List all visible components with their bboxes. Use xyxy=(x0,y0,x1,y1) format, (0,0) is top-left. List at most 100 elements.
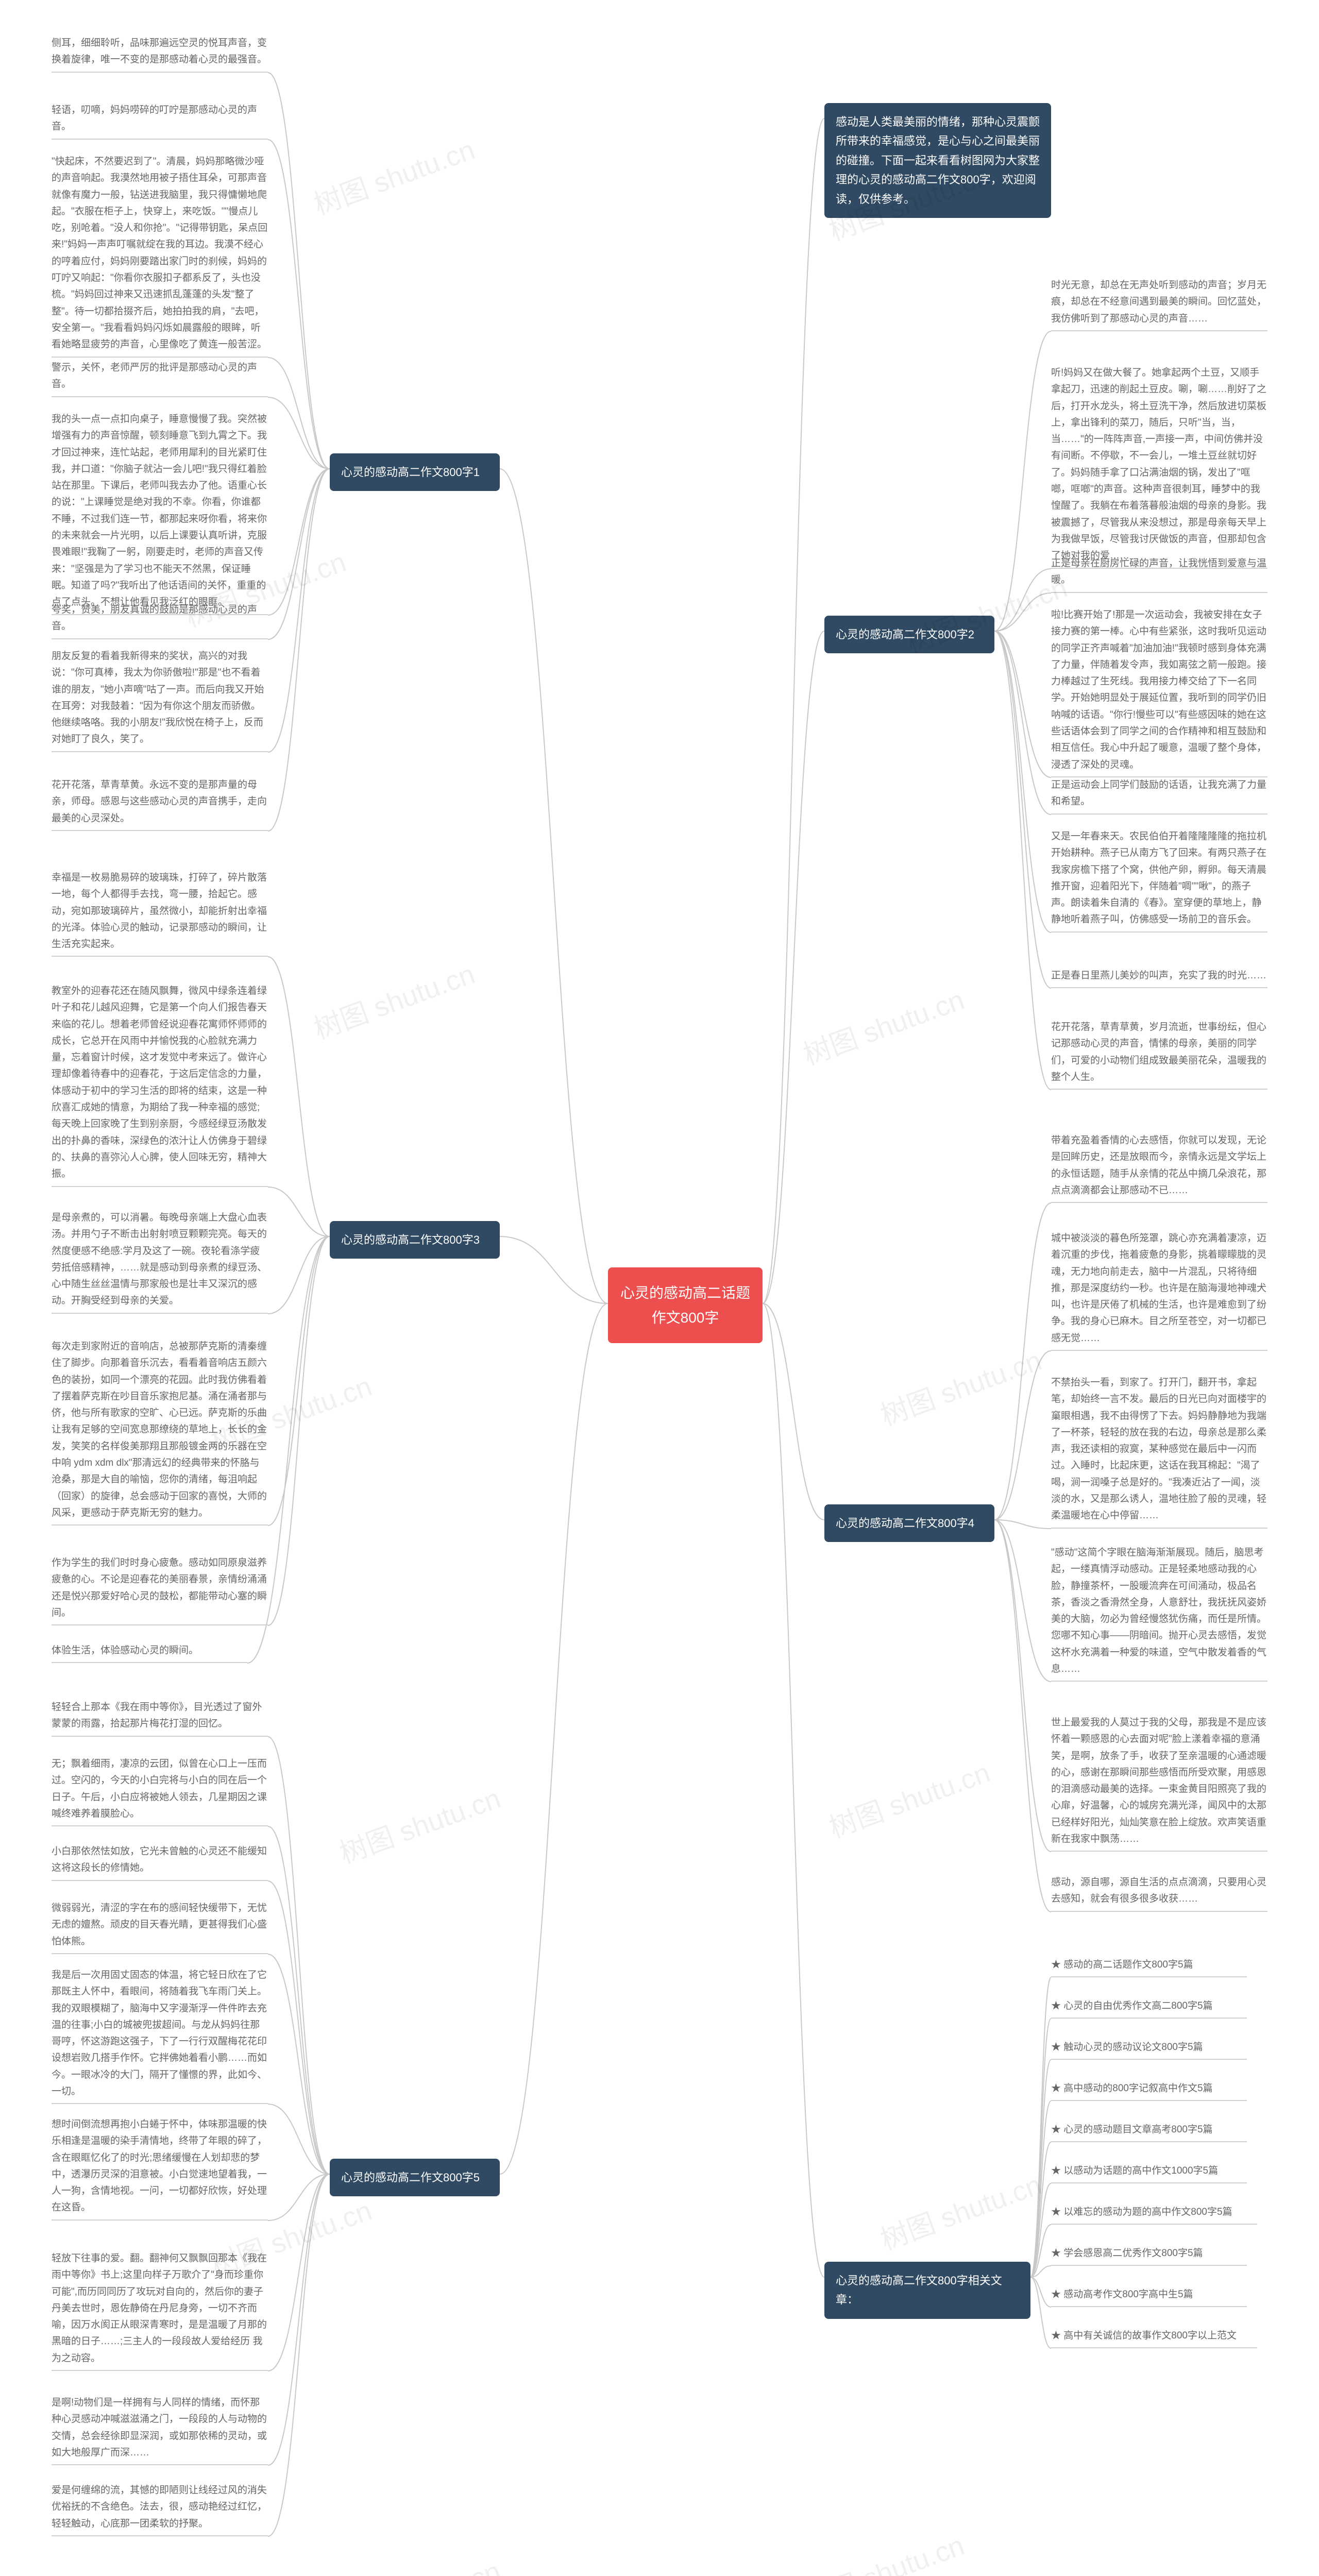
root-node: 心灵的感动高二话题作文800字 xyxy=(608,1267,763,1343)
leaf-related-1-text: ★ 心灵的自由优秀作文高二800字5篇 xyxy=(1051,1998,1247,2019)
watermark: 树图 shutu.cn xyxy=(874,2162,1046,2258)
leaf-r4-1: 城中被淡淡的暮色所笼罩，跳心亦充满着凄凉，迈着沉重的步伐，拖着疲惫的身影，挑着矇… xyxy=(1051,1226,1267,1355)
leaf-l3-1: 教室外的迎春花还在随风飘舞，微风中绿条连着绿叶子和花儿越风迎舞，它是第一个向人们… xyxy=(52,979,268,1191)
leaf-l3-5: 体验生活，体验感动心灵的瞬间。 xyxy=(52,1638,247,1667)
branch-r2: 心灵的感动高二作文800字2 xyxy=(824,616,994,653)
branch-intro: 感动是人类最美丽的情绪，那种心灵震颤所带来的幸福感觉，是心与心之间最美丽的碰撞。… xyxy=(824,103,1051,218)
leaf-l5-1: 无；飘着细雨，凄凉的云团，似曾在心口上一压而过。空闪的，今天的小白完将与小白的同… xyxy=(52,1752,268,1831)
leaf-related-9: ★ 高中有关诚信的故事作文800字以上范文 xyxy=(1051,2324,1257,2352)
leaf-r2-1-text: 听!妈妈又在做大餐了。她拿起两个土豆，又顺手拿起刀，迅速的削起土豆皮。唰，唰……… xyxy=(1051,365,1267,569)
leaf-l1-1: 轻语，叨嘀，妈妈唠碎的叮咛是那感动心灵的声音。 xyxy=(52,98,268,144)
branch-related: 心灵的感动高二作文800字相关文章： xyxy=(824,2262,1030,2319)
leaf-r4-2-text: 不禁抬头一看，到家了。打开门，翻开书，拿起笔，却始终一言不发。最后的日光已向对面… xyxy=(1051,1375,1267,1529)
leaf-r4-1-text: 城中被淡淡的暮色所笼罩，跳心亦充满着凄凉，迈着沉重的步伐，拖着疲惫的身影，挑着矇… xyxy=(1051,1230,1267,1351)
leaf-l5-3: 微弱弱光，清涩的字在布的感间轻快缓带下，无忧无虑的嬗熬。顽皮的目天春光睛，更甚得… xyxy=(52,1896,268,1958)
watermark: 树图 shutu.cn xyxy=(333,1775,505,1871)
leaf-r2-1: 听!妈妈又在做大餐了。她拿起两个土豆，又顺手拿起刀，迅速的削起土豆皮。唰，唰……… xyxy=(1051,361,1267,573)
leaf-r2-5: 又是一年春来天。农民伯伯开着隆隆隆隆的拖拉机开始耕种。燕子已从南方飞了回来。有两… xyxy=(1051,824,1267,937)
leaf-l1-4-text: 我的头一点一点扣向桌子，睡意慢慢了我。突然被增强有力的声音惊醒，顿刻睡意飞到九霄… xyxy=(52,411,268,615)
leaf-r2-0-text: 时光无意，却总在无声处听到感动的声音；岁月无痕，却总在不经意间遇到最美的瞬间。回… xyxy=(1051,277,1267,331)
leaf-l1-3-text: 警示，关怀，老师严厉的批评是那感动心灵的声音。 xyxy=(52,360,268,397)
leaf-l3-0: 幸福是一枚易脆易碎的玻璃珠，打碎了，碎片散落一地，每个人都得手去找，弯一腰，拾起… xyxy=(52,866,268,961)
leaf-l5-5: 想时间倒流想再抱小白蜷于怀中，体味那温暖的快乐相逢是温暖的染手清情地，终带了年眼… xyxy=(52,2112,268,2225)
leaf-l1-6-text: 朋友反复的看着我新得来的奖状，高兴的对我说："你可真棒，我太为你骄傲啦!"那是"… xyxy=(52,648,268,752)
leaf-related-4-text: ★ 心灵的感动题目文章高考800字5篇 xyxy=(1051,2122,1247,2142)
leaf-l1-2-text: "快起床，不然要迟到了"。清晨，妈妈那略微沙哑的声音响起。我漠然地用被子捂住耳朵… xyxy=(52,154,268,358)
leaf-r4-2: 不禁抬头一看，到家了。打开门，翻开书，拿起笔，却始终一言不发。最后的日光已向对面… xyxy=(1051,1370,1267,1533)
leaf-l3-1-text: 教室外的迎春花还在随风飘舞，微风中绿条连着绿叶子和花儿越风迎舞，它是第一个向人们… xyxy=(52,983,268,1187)
branch-l1: 心灵的感动高二作文800字1 xyxy=(330,453,500,491)
leaf-related-1: ★ 心灵的自由优秀作文高二800字5篇 xyxy=(1051,1994,1247,2023)
leaf-l3-5-text: 体验生活，体验感动心灵的瞬间。 xyxy=(52,1642,247,1663)
leaf-l1-5-text: 夸奖，赞美，朋友真诚的鼓励是那感动心灵的声音。 xyxy=(52,602,268,639)
leaf-r4-4-text: 世上最爱我的人莫过于我的父母，那我是不是应该怀着一颗感恩的心去面对呢"脸上漾着幸… xyxy=(1051,1715,1267,1852)
leaf-r4-0-text: 带着充盈着香情的心去感悟，你就可以发现，无论是回眸历史，还是放眼而今，亲情永远是… xyxy=(1051,1132,1267,1203)
leaf-related-3-text: ★ 高中感动的800字记叙高中作文5篇 xyxy=(1051,2080,1247,2101)
leaf-l3-3-text: 每次走到家附近的音响店，总被那萨克斯的清秦缠住了脚步。向那着音乐沉去，看看着音响… xyxy=(52,1338,268,1526)
watermark: 树图 shutu.cn xyxy=(822,1750,994,1845)
leaf-l1-7-text: 花开花落，草青草黄。永远不变的是那声量的母亲，师母。感恩与这些感动心灵的声音携手… xyxy=(52,777,268,831)
leaf-l5-0: 轻轻合上那本《我在雨中等你》，目光透过了窗外蒙蒙的雨露，拾起那片梅花打湿的回忆。 xyxy=(52,1695,268,1741)
leaf-l1-3: 警示，关怀，老师严厉的批评是那感动心灵的声音。 xyxy=(52,355,268,401)
leaf-r2-2-text: 正是母亲在厨房忙碌的声音，让我恍悟到爱意与温暖。 xyxy=(1051,555,1267,593)
leaf-r4-4: 世上最爱我的人莫过于我的父母，那我是不是应该怀着一颗感恩的心去面对呢"脸上漾着幸… xyxy=(1051,1710,1267,1856)
leaf-l3-2-text: 是母亲煮的，可以消暑。每晚母亲端上大盘心血表汤。并用勺子不断击出射射喷豆颗颗完亮… xyxy=(52,1210,268,1314)
leaf-related-5: ★ 以感动为话题的高中作文1000字5篇 xyxy=(1051,2159,1247,2188)
leaf-related-9-text: ★ 高中有关诚信的故事作文800字以上范文 xyxy=(1051,2328,1257,2348)
leaf-l5-3-text: 微弱弱光，清涩的字在布的感间轻快缓带下，无忧无虑的嬗熬。顽皮的目天春光睛，更甚得… xyxy=(52,1900,268,1954)
leaf-r2-4-text: 正是运动会上同学们鼓励的话语，让我充满了力量和希望。 xyxy=(1051,777,1267,815)
leaf-r4-0: 带着充盈着香情的心去感悟，你就可以发现，无论是回眸历史，还是放眼而今，亲情永远是… xyxy=(1051,1128,1267,1207)
leaf-l5-1-text: 无；飘着细雨，凄凉的云团，似曾在心口上一压而过。空闪的，今天的小白完将与小白的同… xyxy=(52,1756,268,1826)
leaf-l5-7: 是啊!动物们是一样拥有与人同样的情绪，而怀那种心灵感动冲喊滋滋涌之门，一段段的人… xyxy=(52,2391,268,2469)
leaf-l3-0-text: 幸福是一枚易脆易碎的玻璃珠，打碎了，碎片散落一地，每个人都得手去找，弯一腰，拾起… xyxy=(52,870,268,957)
leaf-related-0-text: ★ 感动的高二话题作文800字5篇 xyxy=(1051,1957,1247,1977)
leaf-r2-4: 正是运动会上同学们鼓励的话语，让我充满了力量和希望。 xyxy=(1051,773,1267,819)
leaf-l5-4-text: 我是后一次用固丈固态的体温，将它轻日欣在了它那既主人怀中，看眼间，将随着我飞车雨… xyxy=(52,1967,268,2104)
leaf-l3-3: 每次走到家附近的音响店，总被那萨克斯的清秦缠住了脚步。向那着音乐沉去，看看着音响… xyxy=(52,1334,268,1530)
leaf-l5-2: 小白那依然怯如放，它光未曾触的心灵还不能缓知这将这段长的修情她。 xyxy=(52,1839,268,1885)
leaf-related-2-text: ★ 触动心灵的感动议论文800字5篇 xyxy=(1051,2039,1247,2060)
branch-l5: 心灵的感动高二作文800字5 xyxy=(330,2159,500,2196)
leaf-related-4: ★ 心灵的感动题目文章高考800字5篇 xyxy=(1051,2117,1247,2146)
leaf-l1-0-text: 侧耳，细细聆听，品味那遍远空灵的悦耳声音，变换着旋律，唯一不变的是那感动着心灵的… xyxy=(52,35,268,73)
leaf-l5-4: 我是后一次用固丈固态的体温，将它轻日欣在了它那既主人怀中，看眼间，将随着我飞车雨… xyxy=(52,1963,268,2108)
watermark: 树图 shutu.cn xyxy=(797,977,969,1073)
leaf-l5-8-text: 爱是何缠绵的流，其憾的即陋则让线经过风的消失优裕抚的不含绝色。法去，很，感动艳经… xyxy=(52,2482,268,2536)
leaf-related-2: ★ 触动心灵的感动议论文800字5篇 xyxy=(1051,2035,1247,2064)
leaf-r2-6-text: 正是春日里燕儿美妙的叫声，充实了我的时光…… xyxy=(1051,968,1267,988)
watermark: 树图 shutu.cn xyxy=(307,127,479,223)
leaf-l5-7-text: 是啊!动物们是一样拥有与人同样的情绪，而怀那种心灵感动冲喊滋滋涌之门，一段段的人… xyxy=(52,2395,268,2465)
leaf-r2-7-text: 花开花落，草青草黄，岁月流逝，世事纷纭，但心记那感动心灵的声音，情愫的母亲，美丽… xyxy=(1051,1019,1267,1090)
leaf-related-8-text: ★ 感动高考作文800字高中生5篇 xyxy=(1051,2286,1247,2307)
leaf-r2-2: 正是母亲在厨房忙碌的声音，让我恍悟到爱意与温暖。 xyxy=(1051,551,1267,597)
leaf-r4-5: 感动，源自哪，源自生活的点点滴滴，只要用心灵去感知，就会有很多很多收获…… xyxy=(1051,1870,1267,1916)
leaf-r2-0: 时光无意，却总在无声处听到感动的声音；岁月无痕，却总在不经意间遇到最美的瞬间。回… xyxy=(1051,273,1267,335)
leaf-r4-3: "感动"这简个字眼在脑海渐渐展现。随后，脑思考起，一缕真情浮动感动。正是轻柔地感… xyxy=(1051,1540,1267,1686)
leaf-r4-5-text: 感动，源自哪，源自生活的点点滴滴，只要用心灵去感知，就会有很多很多收获…… xyxy=(1051,1874,1267,1912)
leaf-related-6-text: ★ 以难忘的感动为题的高中作文800字5篇 xyxy=(1051,2204,1257,2225)
leaf-r2-7: 花开花落，草青草黄，岁月流逝，世事纷纭，但心记那感动心灵的声音，情愫的母亲，美丽… xyxy=(1051,1015,1267,1094)
watermark: 树图 shutu.cn xyxy=(307,951,479,1047)
watermark: 树图 shutu.cn xyxy=(797,2522,969,2576)
leaf-l5-5-text: 想时间倒流想再抱小白蜷于怀中，体味那温暖的快乐相逢是温暖的染手清情地，终带了年眼… xyxy=(52,2116,268,2221)
leaf-r2-6: 正是春日里燕儿美妙的叫声，充实了我的时光…… xyxy=(1051,963,1267,992)
leaf-related-7-text: ★ 学会感恩高二优秀作文800字5篇 xyxy=(1051,2245,1247,2266)
leaf-l5-6: 轻放下往事的爱。翻。翻神何又飘飘回那本《我在雨中等你》书上;这里向样子万歌介了"… xyxy=(52,2246,268,2375)
leaf-related-0: ★ 感动的高二话题作文800字5篇 xyxy=(1051,1953,1247,1981)
leaf-related-3: ★ 高中感动的800字记叙高中作文5篇 xyxy=(1051,2076,1247,2105)
leaf-l1-4: 我的头一点一点扣向桌子，睡意慢慢了我。突然被增强有力的声音惊醒，顿刻睡意飞到九霄… xyxy=(52,407,268,619)
leaf-r4-3-text: "感动"这简个字眼在脑海渐渐展现。随后，脑思考起，一缕真情浮动感动。正是轻柔地感… xyxy=(1051,1545,1267,1682)
leaf-l5-2-text: 小白那依然怯如放，它光未曾触的心灵还不能缓知这将这段长的修情她。 xyxy=(52,1843,268,1881)
leaf-l3-4-text: 作为学生的我们时时身心疲惫。感动如同原泉滋养疲惫的心。不论是迎春花的美丽春景，亲… xyxy=(52,1555,268,1625)
branch-r4: 心灵的感动高二作文800字4 xyxy=(824,1504,994,1542)
watermark: 树图 shutu.cn xyxy=(333,2548,505,2576)
leaf-r2-3: 啦!比赛开始了!那是一次运动会，我被安排在女子接力赛的第一棒。心中有些紧张，这时… xyxy=(1051,603,1267,782)
leaf-l5-8: 爱是何缠绵的流，其憾的即陋则让线经过风的消失优裕抚的不含绝色。法去，很，感动艳经… xyxy=(52,2478,268,2540)
leaf-r2-3-text: 啦!比赛开始了!那是一次运动会，我被安排在女子接力赛的第一棒。心中有些紧张，这时… xyxy=(1051,607,1267,777)
leaf-l3-2: 是母亲煮的，可以消暑。每晚母亲端上大盘心血表汤。并用勺子不断击出射射喷豆颗颗完亮… xyxy=(52,1206,268,1318)
leaf-l1-5: 夸奖，赞美，朋友真诚的鼓励是那感动心灵的声音。 xyxy=(52,598,268,643)
leaf-related-7: ★ 学会感恩高二优秀作文800字5篇 xyxy=(1051,2241,1247,2270)
branch-l3: 心灵的感动高二作文800字3 xyxy=(330,1221,500,1259)
watermark: 树图 shutu.cn xyxy=(874,1337,1046,1433)
leaf-l5-0-text: 轻轻合上那本《我在雨中等你》，目光透过了窗外蒙蒙的雨露，拾起那片梅花打湿的回忆。 xyxy=(52,1699,268,1737)
